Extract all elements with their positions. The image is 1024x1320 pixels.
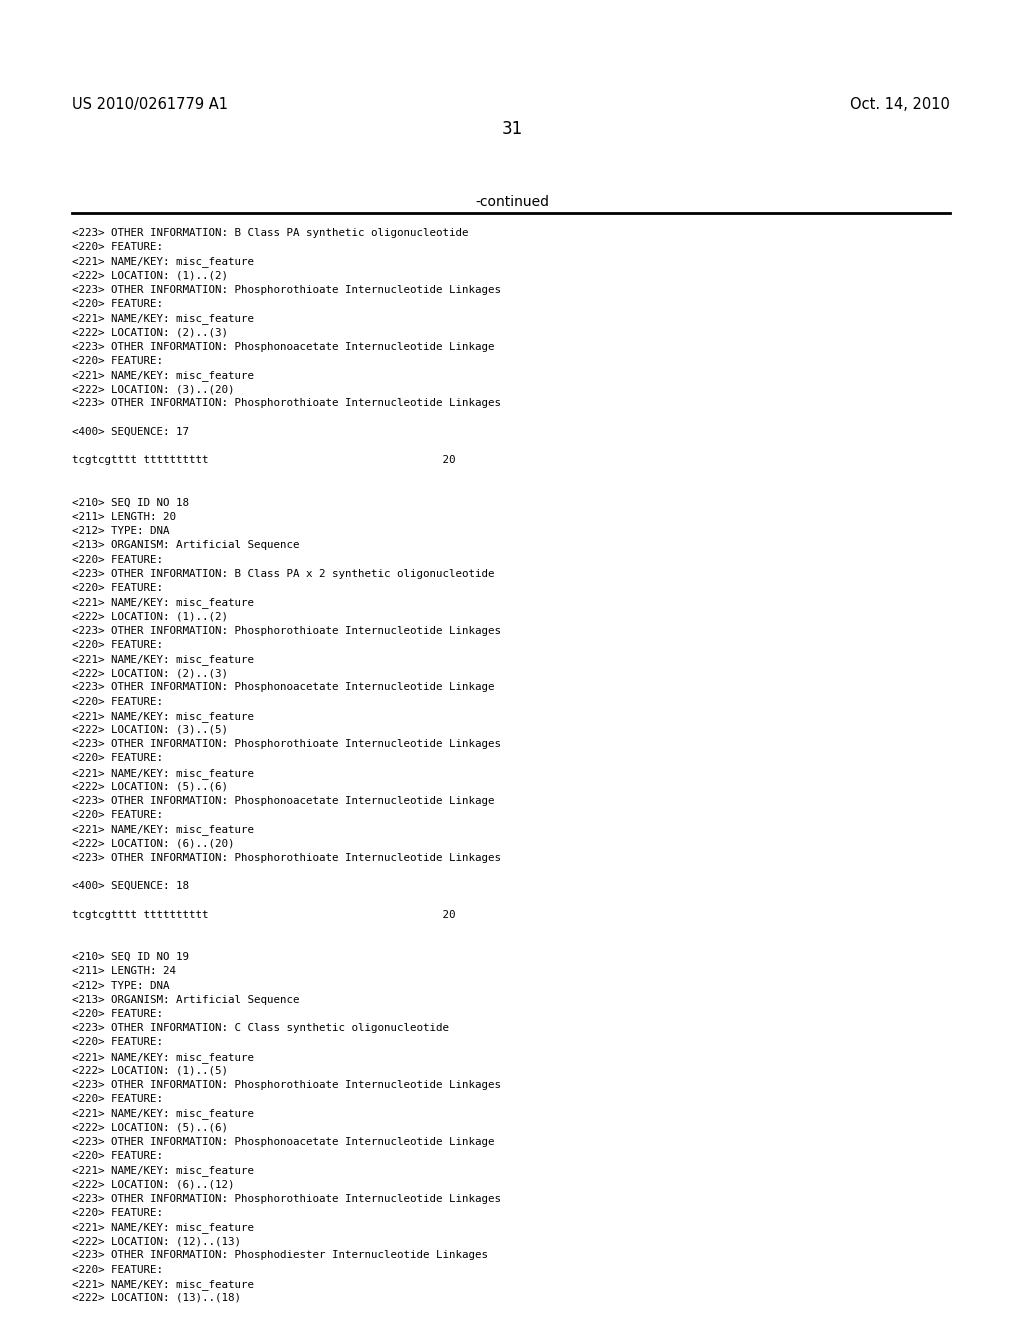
Text: <222> LOCATION: (2)..(3): <222> LOCATION: (2)..(3) <box>72 327 228 338</box>
Text: <220> FEATURE:: <220> FEATURE: <box>72 356 163 366</box>
Text: <221> NAME/KEY: misc_feature: <221> NAME/KEY: misc_feature <box>72 653 254 665</box>
Text: <221> NAME/KEY: misc_feature: <221> NAME/KEY: misc_feature <box>72 313 254 325</box>
Text: <220> FEATURE:: <220> FEATURE: <box>72 300 163 309</box>
Text: <223> OTHER INFORMATION: Phosphonoacetate Internucleotide Linkage: <223> OTHER INFORMATION: Phosphonoacetat… <box>72 796 495 807</box>
Text: <222> LOCATION: (5)..(6): <222> LOCATION: (5)..(6) <box>72 1122 228 1133</box>
Text: <221> NAME/KEY: misc_feature: <221> NAME/KEY: misc_feature <box>72 256 254 268</box>
Text: <220> FEATURE:: <220> FEATURE: <box>72 1265 163 1275</box>
Text: <222> LOCATION: (2)..(3): <222> LOCATION: (2)..(3) <box>72 668 228 678</box>
Text: <223> OTHER INFORMATION: Phosphorothioate Internucleotide Linkages: <223> OTHER INFORMATION: Phosphorothioat… <box>72 1193 501 1204</box>
Text: <223> OTHER INFORMATION: Phosphodiester Internucleotide Linkages: <223> OTHER INFORMATION: Phosphodiester … <box>72 1250 488 1261</box>
Text: <213> ORGANISM: Artificial Sequence: <213> ORGANISM: Artificial Sequence <box>72 995 299 1005</box>
Text: <222> LOCATION: (1)..(5): <222> LOCATION: (1)..(5) <box>72 1065 228 1076</box>
Text: <223> OTHER INFORMATION: Phosphorothioate Internucleotide Linkages: <223> OTHER INFORMATION: Phosphorothioat… <box>72 285 501 294</box>
Text: <220> FEATURE:: <220> FEATURE: <box>72 1038 163 1047</box>
Text: <221> NAME/KEY: misc_feature: <221> NAME/KEY: misc_feature <box>72 1279 254 1290</box>
Text: <223> OTHER INFORMATION: Phosphorothioate Internucleotide Linkages: <223> OTHER INFORMATION: Phosphorothioat… <box>72 1080 501 1090</box>
Text: <223> OTHER INFORMATION: Phosphorothioate Internucleotide Linkages: <223> OTHER INFORMATION: Phosphorothioat… <box>72 626 501 636</box>
Text: <220> FEATURE:: <220> FEATURE: <box>72 1008 163 1019</box>
Text: <222> LOCATION: (6)..(20): <222> LOCATION: (6)..(20) <box>72 838 234 849</box>
Text: <222> LOCATION: (3)..(5): <222> LOCATION: (3)..(5) <box>72 725 228 735</box>
Text: <222> LOCATION: (12)..(13): <222> LOCATION: (12)..(13) <box>72 1237 241 1246</box>
Text: <220> FEATURE:: <220> FEATURE: <box>72 1151 163 1162</box>
Text: tcgtcgtttt tttttttttt                                    20: tcgtcgtttt tttttttttt 20 <box>72 909 456 920</box>
Text: <223> OTHER INFORMATION: Phosphorothioate Internucleotide Linkages: <223> OTHER INFORMATION: Phosphorothioat… <box>72 399 501 408</box>
Text: <220> FEATURE:: <220> FEATURE: <box>72 583 163 593</box>
Text: <220> FEATURE:: <220> FEATURE: <box>72 1208 163 1218</box>
Text: <220> FEATURE:: <220> FEATURE: <box>72 697 163 706</box>
Text: <220> FEATURE:: <220> FEATURE: <box>72 754 163 763</box>
Text: <220> FEATURE:: <220> FEATURE: <box>72 242 163 252</box>
Text: <212> TYPE: DNA: <212> TYPE: DNA <box>72 527 170 536</box>
Text: <400> SEQUENCE: 18: <400> SEQUENCE: 18 <box>72 882 189 891</box>
Text: <221> NAME/KEY: misc_feature: <221> NAME/KEY: misc_feature <box>72 1109 254 1119</box>
Text: <223> OTHER INFORMATION: Phosphonoacetate Internucleotide Linkage: <223> OTHER INFORMATION: Phosphonoacetat… <box>72 1137 495 1147</box>
Text: <223> OTHER INFORMATION: Phosphonoacetate Internucleotide Linkage: <223> OTHER INFORMATION: Phosphonoacetat… <box>72 682 495 693</box>
Text: <220> FEATURE:: <220> FEATURE: <box>72 1094 163 1105</box>
Text: <222> LOCATION: (1)..(2): <222> LOCATION: (1)..(2) <box>72 271 228 281</box>
Text: <211> LENGTH: 20: <211> LENGTH: 20 <box>72 512 176 521</box>
Text: <222> LOCATION: (6)..(12): <222> LOCATION: (6)..(12) <box>72 1179 234 1189</box>
Text: <222> LOCATION: (5)..(6): <222> LOCATION: (5)..(6) <box>72 781 228 792</box>
Text: Oct. 14, 2010: Oct. 14, 2010 <box>850 96 950 112</box>
Text: <213> ORGANISM: Artificial Sequence: <213> ORGANISM: Artificial Sequence <box>72 540 299 550</box>
Text: <222> LOCATION: (1)..(2): <222> LOCATION: (1)..(2) <box>72 611 228 622</box>
Text: <221> NAME/KEY: misc_feature: <221> NAME/KEY: misc_feature <box>72 597 254 609</box>
Text: <221> NAME/KEY: misc_feature: <221> NAME/KEY: misc_feature <box>72 370 254 381</box>
Text: <211> LENGTH: 24: <211> LENGTH: 24 <box>72 966 176 977</box>
Text: -continued: -continued <box>475 195 549 209</box>
Text: <220> FEATURE:: <220> FEATURE: <box>72 640 163 649</box>
Text: <222> LOCATION: (13)..(18): <222> LOCATION: (13)..(18) <box>72 1294 241 1303</box>
Text: tcgtcgtttt tttttttttt                                    20: tcgtcgtttt tttttttttt 20 <box>72 455 456 465</box>
Text: <221> NAME/KEY: misc_feature: <221> NAME/KEY: misc_feature <box>72 1166 254 1176</box>
Text: <221> NAME/KEY: misc_feature: <221> NAME/KEY: misc_feature <box>72 710 254 722</box>
Text: <221> NAME/KEY: misc_feature: <221> NAME/KEY: misc_feature <box>72 825 254 836</box>
Text: US 2010/0261779 A1: US 2010/0261779 A1 <box>72 96 228 112</box>
Text: <221> NAME/KEY: misc_feature: <221> NAME/KEY: misc_feature <box>72 1222 254 1233</box>
Text: <221> NAME/KEY: misc_feature: <221> NAME/KEY: misc_feature <box>72 768 254 779</box>
Text: <400> SEQUENCE: 17: <400> SEQUENCE: 17 <box>72 426 189 437</box>
Text: <220> FEATURE:: <220> FEATURE: <box>72 810 163 820</box>
Text: <220> FEATURE:: <220> FEATURE: <box>72 554 163 565</box>
Text: <223> OTHER INFORMATION: B Class PA synthetic oligonucleotide: <223> OTHER INFORMATION: B Class PA synt… <box>72 228 469 238</box>
Text: <223> OTHER INFORMATION: C Class synthetic oligonucleotide: <223> OTHER INFORMATION: C Class synthet… <box>72 1023 449 1034</box>
Text: <210> SEQ ID NO 19: <210> SEQ ID NO 19 <box>72 952 189 962</box>
Text: <223> OTHER INFORMATION: B Class PA x 2 synthetic oligonucleotide: <223> OTHER INFORMATION: B Class PA x 2 … <box>72 569 495 578</box>
Text: <223> OTHER INFORMATION: Phosphonoacetate Internucleotide Linkage: <223> OTHER INFORMATION: Phosphonoacetat… <box>72 342 495 351</box>
Text: <210> SEQ ID NO 18: <210> SEQ ID NO 18 <box>72 498 189 508</box>
Text: <223> OTHER INFORMATION: Phosphorothioate Internucleotide Linkages: <223> OTHER INFORMATION: Phosphorothioat… <box>72 853 501 863</box>
Text: <212> TYPE: DNA: <212> TYPE: DNA <box>72 981 170 990</box>
Text: <221> NAME/KEY: misc_feature: <221> NAME/KEY: misc_feature <box>72 1052 254 1063</box>
Text: <223> OTHER INFORMATION: Phosphorothioate Internucleotide Linkages: <223> OTHER INFORMATION: Phosphorothioat… <box>72 739 501 750</box>
Text: 31: 31 <box>502 120 522 139</box>
Text: <222> LOCATION: (3)..(20): <222> LOCATION: (3)..(20) <box>72 384 234 395</box>
